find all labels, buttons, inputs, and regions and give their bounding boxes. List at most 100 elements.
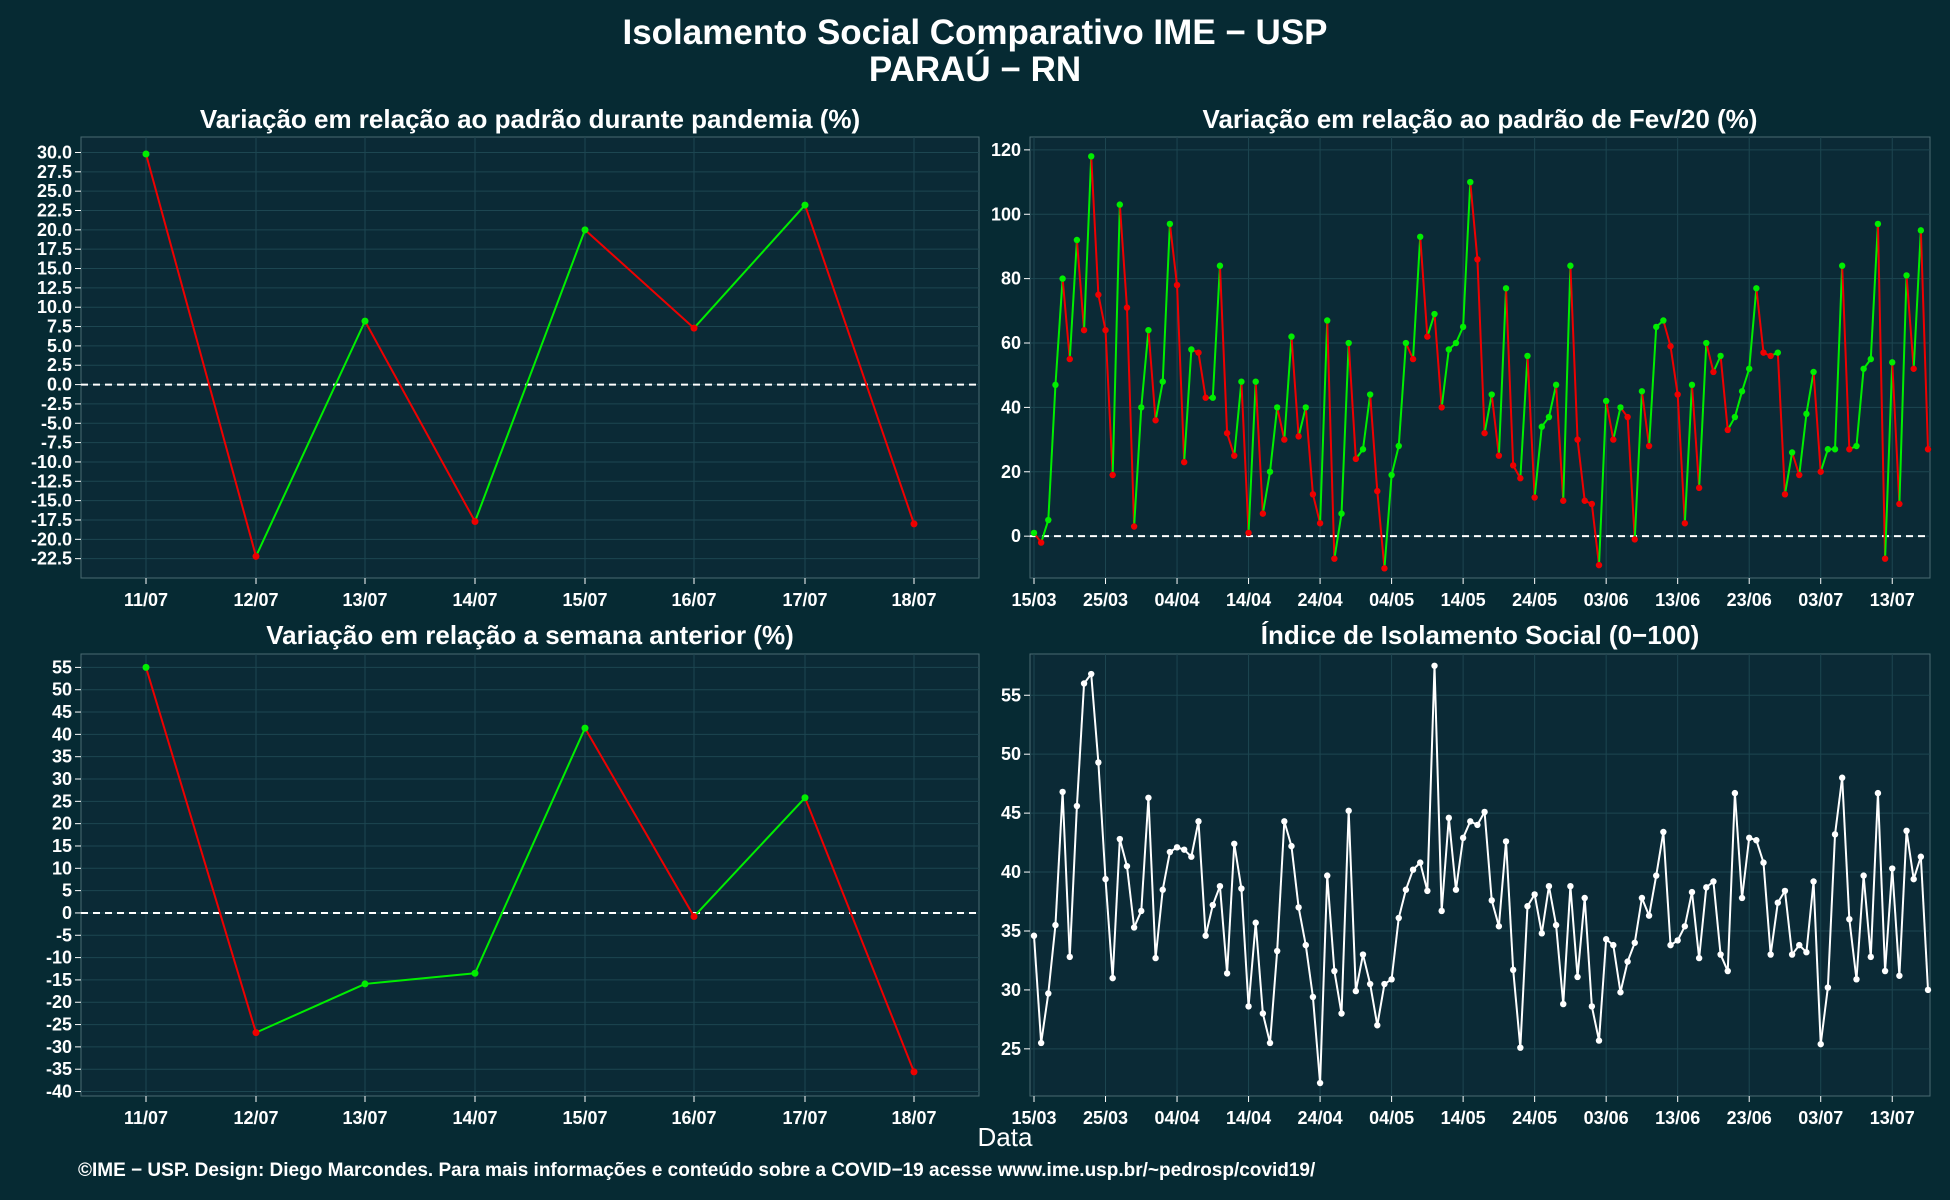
x-tick-label: 25/03 xyxy=(1083,590,1128,610)
series-segment xyxy=(1841,265,1851,450)
data-point xyxy=(1889,359,1896,366)
y-tick-label: 20 xyxy=(52,814,72,834)
series-segment xyxy=(1891,868,1901,976)
y-tick-label: 55 xyxy=(1001,685,1021,705)
series-segment xyxy=(1283,821,1293,847)
series-segment xyxy=(1662,831,1672,946)
series-segment xyxy=(1154,889,1164,959)
x-tick-label: 14/07 xyxy=(452,1108,497,1128)
data-point xyxy=(1638,894,1646,902)
y-tick-label: -15 xyxy=(46,970,72,990)
series-segment xyxy=(1869,793,1879,957)
y-tick-label: 20.0 xyxy=(37,220,72,240)
data-point xyxy=(1889,865,1896,872)
series-segment xyxy=(1311,494,1322,524)
data-point xyxy=(1459,323,1467,331)
series-segment xyxy=(1133,407,1143,527)
data-point xyxy=(1438,404,1445,411)
series-segment xyxy=(1576,897,1586,978)
x-tick-label: 14/05 xyxy=(1441,590,1486,610)
series-segment xyxy=(1633,897,1643,943)
series-segment xyxy=(1247,381,1257,533)
data-point xyxy=(1638,388,1646,395)
series-segment xyxy=(1054,791,1064,926)
series-segment xyxy=(1097,762,1107,880)
series-segment xyxy=(1690,384,1701,488)
series-segment xyxy=(1419,236,1429,337)
page-title: Isolamento Social Comparativo IME − USP xyxy=(622,13,1327,52)
data-point xyxy=(1095,759,1102,766)
x-tick-label: 03/07 xyxy=(1798,590,1843,610)
data-point xyxy=(1896,500,1903,508)
series-segment xyxy=(1598,400,1608,566)
series-segment xyxy=(1118,838,1128,867)
series-segment xyxy=(1311,996,1322,1084)
series-segment xyxy=(1233,843,1243,889)
x-tick-label: 04/04 xyxy=(1155,1108,1200,1128)
data-point xyxy=(1331,967,1338,975)
data-point xyxy=(1552,381,1560,389)
data-point xyxy=(1116,835,1124,843)
data-point xyxy=(1846,446,1853,453)
series-segment xyxy=(1776,352,1786,495)
series-segment xyxy=(1161,851,1171,890)
series-segment xyxy=(1848,919,1858,980)
y-tick-label: -22.5 xyxy=(31,549,72,569)
series-segment xyxy=(1125,307,1136,527)
data-point xyxy=(1474,821,1481,829)
data-point xyxy=(1080,680,1088,687)
data-point xyxy=(1831,831,1839,838)
data-point xyxy=(581,226,589,234)
series-segment xyxy=(1412,236,1422,360)
y-tick-label: 35 xyxy=(52,747,72,767)
series-segment xyxy=(1905,830,1915,880)
data-point xyxy=(1746,834,1753,842)
data-point xyxy=(1509,462,1517,469)
data-point xyxy=(471,969,479,977)
data-point xyxy=(1123,862,1131,870)
series-segment xyxy=(1369,394,1379,492)
data-point xyxy=(1381,980,1388,988)
series-segment xyxy=(1261,1013,1271,1044)
series-segment xyxy=(1619,961,1629,993)
data-point xyxy=(1703,339,1710,347)
data-point xyxy=(1324,872,1331,879)
series-segment xyxy=(1397,889,1407,919)
series-segment xyxy=(1240,381,1250,533)
data-point xyxy=(1910,365,1917,372)
series-segment xyxy=(1497,288,1508,456)
data-point xyxy=(1345,339,1352,347)
data-point xyxy=(910,1068,918,1076)
series-segment xyxy=(1319,875,1329,1084)
series-segment xyxy=(1111,838,1121,979)
series-segment xyxy=(1490,900,1500,927)
series-segment xyxy=(1297,907,1307,946)
series-segment xyxy=(1662,320,1672,347)
data-point xyxy=(1610,436,1617,443)
series-segment xyxy=(1204,904,1214,936)
data-point xyxy=(1431,310,1438,318)
series-segment xyxy=(1891,362,1901,505)
data-point xyxy=(1631,939,1638,946)
series-segment xyxy=(1040,993,1050,1044)
data-point xyxy=(1402,886,1410,893)
data-point xyxy=(1138,404,1145,411)
series-segment xyxy=(1555,925,1565,1005)
y-tick-label: 30.0 xyxy=(37,142,72,162)
series-segment xyxy=(1211,265,1221,398)
data-point xyxy=(1366,391,1374,398)
x-tick-label: 12/07 xyxy=(233,590,278,610)
data-point xyxy=(1860,365,1867,372)
data-point xyxy=(142,150,150,158)
data-point xyxy=(1717,951,1724,958)
data-point xyxy=(1452,886,1460,893)
series-segment xyxy=(1161,223,1171,382)
data-point xyxy=(1753,285,1760,292)
x-tick-label: 11/07 xyxy=(124,1108,168,1128)
data-point xyxy=(1388,471,1395,479)
x-tick-label: 14/07 xyxy=(452,590,497,610)
data-point xyxy=(1195,818,1202,825)
series-segment xyxy=(1197,352,1207,398)
series-segment xyxy=(1626,416,1636,540)
series-segment xyxy=(1648,875,1658,916)
